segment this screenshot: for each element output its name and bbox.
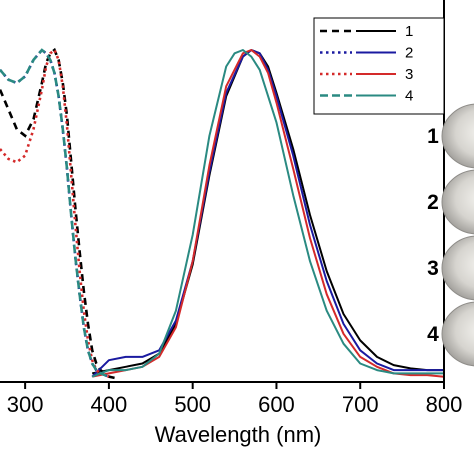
- sample-label-4: 4: [427, 323, 439, 346]
- sample-label-1: 1: [427, 125, 439, 148]
- sample-photo-3: [441, 235, 474, 301]
- x-tick-label-700: 700: [342, 392, 379, 417]
- emission-curve-4: [91, 49, 444, 378]
- excitation-curve-1: [0, 47, 118, 380]
- sample-label-2: 2: [427, 191, 439, 214]
- sample-photo-1: [441, 103, 474, 169]
- sample-photo-4: [441, 301, 474, 367]
- x-tick-label-500: 500: [174, 392, 211, 417]
- legend-label-4: 4: [405, 88, 413, 105]
- legend: 1 2 3 4: [313, 17, 445, 115]
- x-ticks: 300 400 500 600 700 800: [7, 382, 463, 417]
- x-tick-label-600: 600: [258, 392, 295, 417]
- emission-curve-3: [92, 49, 445, 378]
- excitation-curve-3: [0, 47, 110, 378]
- x-axis-title: Wavelength (nm): [155, 422, 322, 447]
- legend-label-1: 1: [405, 23, 413, 40]
- legend-label-2: 2: [405, 45, 413, 62]
- excitation-curve-4: [0, 48, 110, 378]
- legend-frame: [313, 17, 445, 115]
- sample-photos: 1 2 3 4: [427, 103, 474, 367]
- sample-photo-2: [441, 169, 474, 235]
- x-tick-label-400: 400: [91, 392, 128, 417]
- excitation-curve-2: [0, 48, 110, 378]
- x-tick-label-800: 800: [426, 392, 463, 417]
- legend-label-3: 3: [405, 66, 413, 83]
- emission-curve-2: [91, 49, 444, 378]
- x-tick-label-300: 300: [7, 392, 44, 417]
- curves-layer: [0, 47, 445, 380]
- sample-label-3: 3: [427, 257, 439, 280]
